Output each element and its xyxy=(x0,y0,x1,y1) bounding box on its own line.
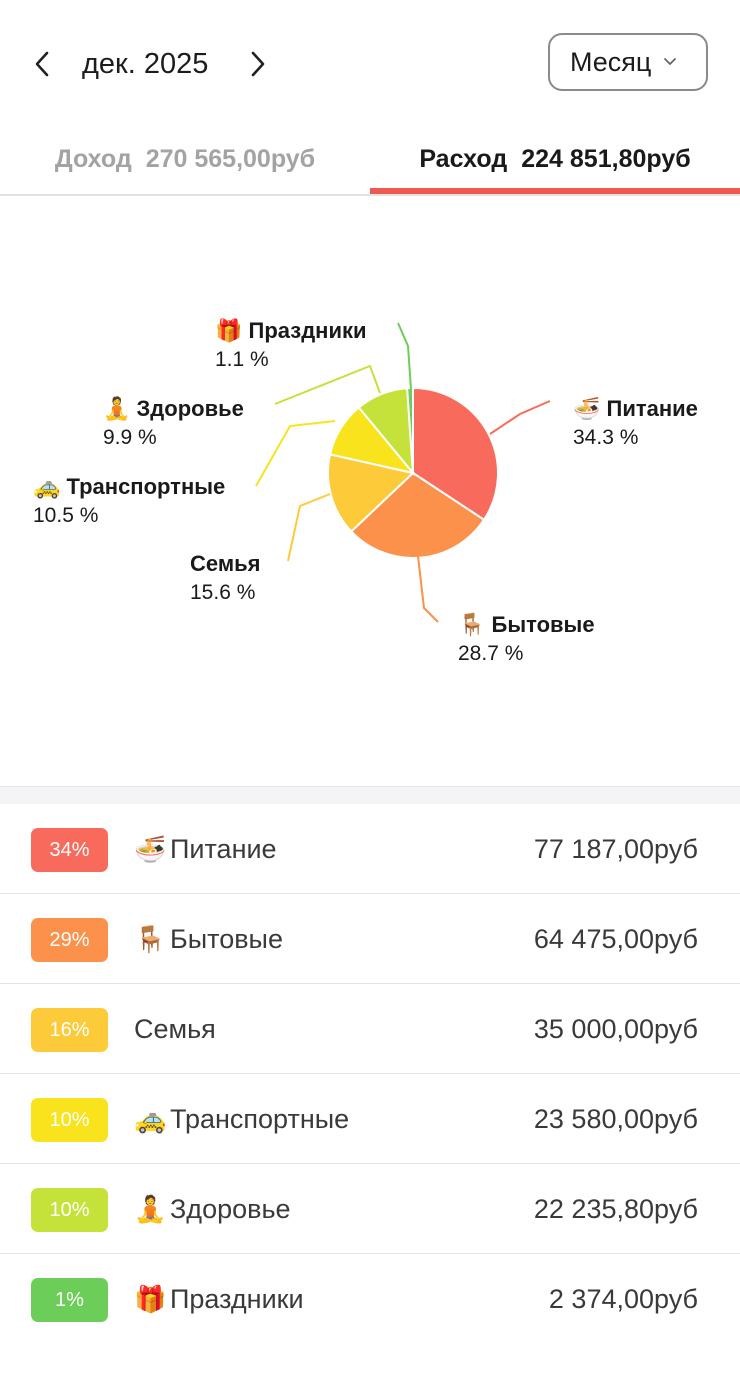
category-row[interactable]: 16% Семья 35 000,00руб xyxy=(0,984,740,1074)
category-name: Праздники xyxy=(170,1283,304,1314)
tab-expense-value: 224 851,80руб xyxy=(521,144,691,173)
section-divider xyxy=(0,786,740,804)
category-amount: 64 475,00руб xyxy=(533,923,698,954)
category-row[interactable]: 29% 🪑 Бытовые 64 475,00руб xyxy=(0,894,740,984)
prev-month-button[interactable] xyxy=(24,44,60,84)
slice-label: 🪑 Бытовые xyxy=(458,612,595,637)
tab-income[interactable]: Доход 270 565,00руб xyxy=(0,130,370,188)
chevron-down-icon xyxy=(664,58,677,65)
percent-badge: 10% xyxy=(31,1188,108,1232)
category-list: 34% 🍜 Питание 77 187,00руб 29% 🪑 Бытовые 64 475… xyxy=(0,804,740,1344)
slice-label: 🧘 Здоровье xyxy=(103,396,244,421)
header: дек. 2025 Месяц xyxy=(0,0,740,120)
leader-line xyxy=(397,322,412,390)
category-amount: 77 187,00руб xyxy=(533,833,698,864)
tab-income-label: Доход xyxy=(54,144,132,173)
category-name-group: 🍜 Питание xyxy=(134,804,277,894)
tab-income-value: 270 565,00руб xyxy=(145,144,316,173)
pie-slice[interactable] xyxy=(327,453,416,533)
category-icon: 🧘 xyxy=(134,1193,167,1224)
category-row[interactable]: 1% 🎁 Праздники 2 374,00руб xyxy=(0,1254,740,1344)
chevron-left-icon xyxy=(35,51,49,77)
leader-line xyxy=(287,493,331,562)
category-icon: 🚕 xyxy=(134,1103,167,1134)
category-name: Питание xyxy=(170,833,277,864)
slice-percent: 15.6 % xyxy=(190,581,255,604)
category-name: Здоровье xyxy=(170,1193,291,1224)
pie-slice[interactable] xyxy=(349,471,486,559)
category-row[interactable]: 10% 🚕 Транспортные 23 580,00руб xyxy=(0,1074,740,1164)
leader-line xyxy=(489,400,551,435)
category-name-group: Семья xyxy=(134,984,216,1074)
category-amount: 23 580,00руб xyxy=(533,1103,698,1134)
slice-percent: 28.7 % xyxy=(458,642,523,665)
category-row[interactable]: 34% 🍜 Питание 77 187,00руб xyxy=(0,804,740,894)
slice-percent: 1.1 % xyxy=(215,348,269,371)
leader-line xyxy=(274,364,381,405)
category-name: Бытовые xyxy=(170,923,283,954)
category-name-group: 🪑 Бытовые xyxy=(134,894,283,984)
slice-percent: 10.5 % xyxy=(33,504,98,527)
leader-line xyxy=(417,555,439,623)
category-name-group: 🎁 Праздники xyxy=(134,1254,304,1344)
pie-chart: 🍜 Питание 34.3 % 🪑 Бытовые 28.7 % Семья 15.6 … xyxy=(0,196,740,786)
active-tab-underline xyxy=(370,188,740,194)
category-row[interactable]: 10% 🧘 Здоровье 22 235,80руб xyxy=(0,1164,740,1254)
percent-badge: 10% xyxy=(31,1098,108,1142)
slice-label: 🍜 Питание xyxy=(573,396,698,421)
category-icon: 🍜 xyxy=(134,833,167,864)
month-label: дек. 2025 xyxy=(82,48,209,80)
category-amount: 2 374,00руб xyxy=(548,1283,698,1314)
category-name-group: 🧘 Здоровье xyxy=(134,1164,291,1254)
period-label: Месяц xyxy=(570,46,652,77)
percent-badge: 29% xyxy=(31,918,108,962)
category-icon: 🎁 xyxy=(134,1283,167,1314)
category-icon: 🪑 xyxy=(134,923,167,954)
leader-line xyxy=(255,420,336,487)
period-select[interactable]: Месяц xyxy=(548,33,708,91)
chevron-right-icon xyxy=(251,51,265,77)
tab-expense-label: Расход xyxy=(419,144,508,173)
slice-percent: 34.3 % xyxy=(573,426,638,449)
slice-label: Семья xyxy=(190,551,260,576)
percent-badge: 34% xyxy=(31,828,108,872)
next-month-button[interactable] xyxy=(240,44,276,84)
slice-label: 🎁 Праздники xyxy=(215,318,367,343)
tab-expense[interactable]: Расход 224 851,80руб xyxy=(370,130,740,188)
tabs: Доход 270 565,00руб Расход 224 851,80руб xyxy=(0,120,740,196)
percent-badge: 16% xyxy=(31,1008,108,1052)
slice-label: 🚕 Транспортные xyxy=(33,474,225,499)
category-name: Семья xyxy=(134,1013,216,1044)
slice-percent: 9.9 % xyxy=(103,426,157,449)
category-name: Транспортные xyxy=(170,1103,350,1134)
percent-badge: 1% xyxy=(31,1278,108,1322)
category-amount: 22 235,80руб xyxy=(533,1193,698,1224)
category-amount: 35 000,00руб xyxy=(533,1013,698,1044)
category-name-group: 🚕 Транспортные xyxy=(134,1074,349,1164)
pie-chart-svg: 🍜 Питание 34.3 % 🪑 Бытовые 28.7 % Семья 15.6 … xyxy=(33,318,698,665)
